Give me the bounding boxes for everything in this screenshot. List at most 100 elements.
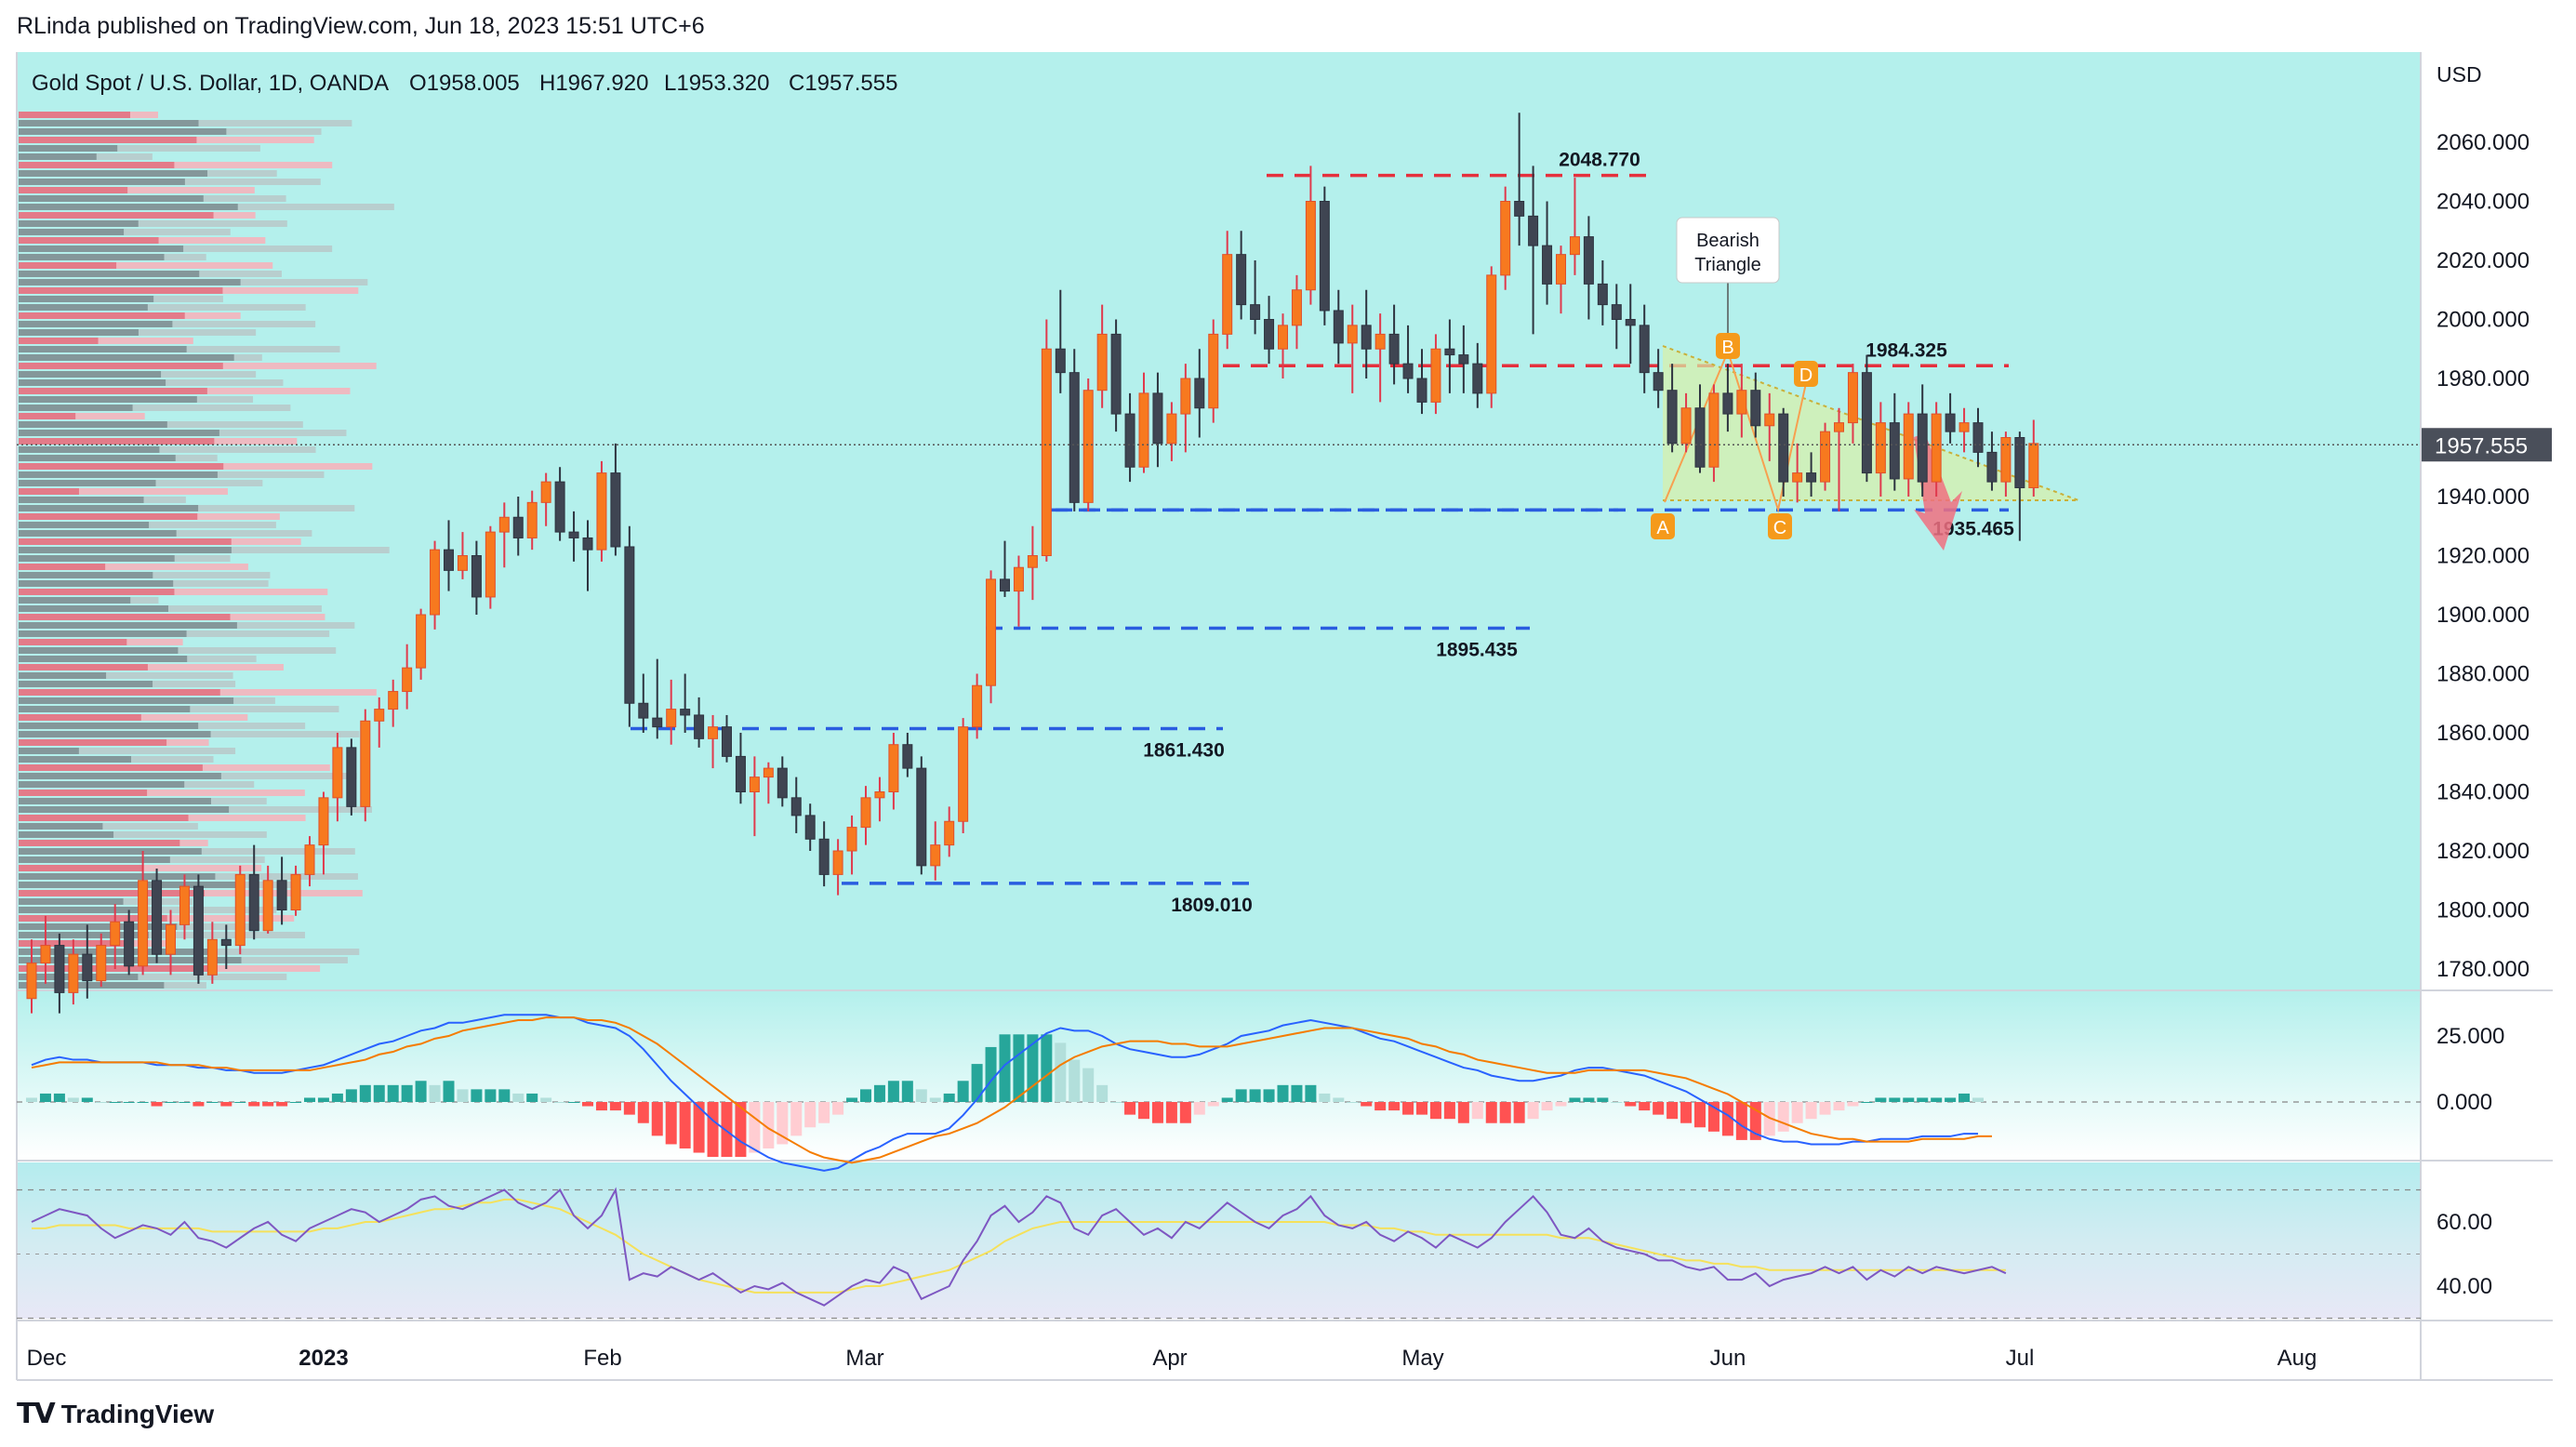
candle-body <box>374 709 385 722</box>
volume-bar <box>19 497 144 503</box>
volume-bar <box>19 823 198 830</box>
macd-histogram-bar <box>137 1102 149 1103</box>
candle-body <box>1583 236 1594 285</box>
callout-title-2: Triangle <box>1694 255 1761 275</box>
rsi-ma-line <box>32 1198 2006 1294</box>
candle-body <box>1402 363 1414 379</box>
volume-bar <box>19 488 228 495</box>
volume-bar <box>19 664 148 670</box>
candle-body <box>1972 422 1984 453</box>
price-tick: 1860.000 <box>2437 721 2530 746</box>
macd-histogram-bar <box>1833 1102 1845 1111</box>
candle-body <box>596 472 607 551</box>
volume-bar <box>19 488 79 495</box>
macd-histogram-bar <box>67 1097 79 1102</box>
rsi-pane-bg <box>17 1162 2420 1319</box>
macd-histogram-bar <box>749 1102 761 1153</box>
price-tick: 1800.000 <box>2437 898 2530 923</box>
pattern-point-label: A <box>1656 518 1669 538</box>
pattern-point-marker <box>1651 513 1675 539</box>
volume-bar <box>19 681 153 687</box>
candle-body <box>1820 431 1831 483</box>
rsi-line <box>31 1187 2007 1307</box>
candle-body <box>1055 348 1066 374</box>
time-tick: Jun <box>1710 1346 1746 1371</box>
time-axis[interactable]: Dec 2023 Feb Mar Apr May Jun Jul Aug <box>27 1346 2317 1371</box>
candle-body <box>1750 390 1761 427</box>
candle-body <box>332 747 343 799</box>
volume-bar <box>19 739 167 746</box>
candle-body <box>930 844 941 867</box>
candle-body <box>318 797 329 846</box>
price-axis[interactable]: 2060.000 2040.000 2020.000 2000.000 1980.000… <box>17 130 2552 982</box>
macd-histogram-bar <box>262 1102 274 1107</box>
macd-histogram-bar <box>665 1102 677 1145</box>
macd-histogram-bar <box>1179 1102 1191 1123</box>
candle-body <box>1708 392 1720 468</box>
macd-pane: 25.000 0.000 <box>17 1014 2504 1172</box>
volume-bar <box>19 246 184 252</box>
candle-body <box>1264 319 1275 350</box>
macd-histogram-bar <box>1305 1084 1317 1102</box>
candle-body <box>416 614 427 669</box>
volume-bar <box>19 321 173 327</box>
macd-histogram-bar <box>1319 1093 1331 1102</box>
macd-histogram-bar <box>220 1102 232 1107</box>
candle-body <box>430 549 441 616</box>
volume-bar <box>19 346 187 352</box>
volume-bar <box>19 806 230 813</box>
macd-histogram-bar <box>1249 1089 1261 1102</box>
legend-high: H1967.920 <box>539 71 648 96</box>
macd-histogram-bar <box>1221 1097 1233 1102</box>
macd-histogram-bar <box>1903 1097 1915 1102</box>
tradingview-logo-icon: 𝗧𝗩 <box>17 1399 56 1429</box>
volume-bar <box>19 195 204 202</box>
candle-body <box>804 815 816 840</box>
price-tick: 1780.000 <box>2437 957 2530 982</box>
volume-bar <box>19 882 240 888</box>
volume-bar <box>19 421 167 428</box>
volume-bar <box>19 338 193 344</box>
candle-body <box>749 777 760 792</box>
macd-histogram-bar <box>1347 1102 1359 1103</box>
volume-bar <box>19 555 175 562</box>
macd-histogram-bar <box>1861 1102 1873 1103</box>
macd-histogram-bar <box>345 1089 357 1102</box>
price-tick: 1820.000 <box>2437 839 2530 864</box>
rsi-tick: 60.00 <box>2437 1210 2492 1235</box>
tradingview-logo[interactable]: 𝗧𝗩 TradingView <box>17 1398 214 1430</box>
legend-low: L1953.320 <box>664 71 769 96</box>
macd-histogram-bar <box>457 1089 469 1102</box>
volume-bar <box>19 580 174 587</box>
candle-body <box>1333 310 1344 344</box>
candle-body <box>1764 413 1775 427</box>
macd-histogram-bar <box>832 1102 844 1115</box>
volume-bar <box>19 153 97 160</box>
candle-body <box>582 537 593 551</box>
macd-histogram-bar <box>1361 1102 1373 1107</box>
macd-histogram-bar <box>1235 1089 1247 1102</box>
macd-histogram-bar <box>443 1081 455 1102</box>
macd-histogram-bar <box>609 1102 621 1111</box>
price-tick: 2000.000 <box>2437 308 2530 333</box>
candle-body <box>471 555 482 598</box>
macd-histogram-bar <box>206 1102 219 1103</box>
candle-body <box>248 873 259 932</box>
time-tick: May <box>1401 1346 1443 1371</box>
macd-histogram-bar <box>860 1089 871 1102</box>
volume-bar <box>19 605 168 612</box>
time-tick: Jul <box>2006 1346 2035 1371</box>
volume-bar <box>19 145 260 152</box>
candle-body <box>512 516 524 538</box>
candle-body <box>708 726 719 739</box>
macd-histogram-bar <box>1138 1102 1149 1120</box>
candle-body <box>1806 472 1817 483</box>
candle-body <box>2028 443 2039 488</box>
candle-body <box>234 873 246 947</box>
macd-histogram-bar <box>707 1102 719 1158</box>
volume-bar <box>19 137 197 143</box>
candle-body <box>1680 407 1692 445</box>
volume-bar <box>19 589 175 595</box>
volume-bar <box>19 229 231 235</box>
